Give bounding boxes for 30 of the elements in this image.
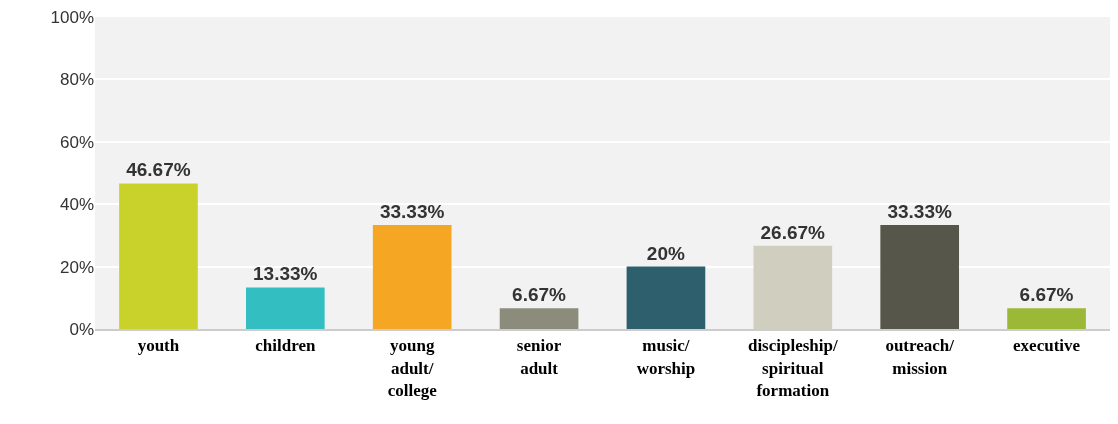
x-tick-label: children (255, 336, 316, 356)
data-label: 33.33% (887, 201, 952, 223)
bar (119, 183, 198, 329)
y-tick-label: 20% (59, 257, 94, 277)
x-tick-label: senior adult (516, 336, 562, 378)
data-label: 6.67% (512, 284, 567, 306)
data-label: 26.67% (760, 221, 826, 243)
bar (626, 266, 706, 329)
bar (1007, 308, 1086, 329)
x-tick-label: executive (1013, 336, 1081, 356)
data-label: 46.67% (126, 159, 191, 181)
x-tick-label: young adult/ college (387, 336, 438, 400)
x-tick-label: youth (137, 336, 180, 356)
x-tick-label: outreach/ mission (885, 336, 955, 378)
data-label: 33.33% (379, 201, 445, 223)
x-tick-label: discipleship/ spiritual formation (747, 336, 838, 400)
data-label: 20% (646, 242, 686, 264)
bar (753, 245, 833, 329)
bar (245, 287, 325, 329)
bar (880, 225, 960, 329)
bar (372, 225, 452, 329)
bar (499, 308, 579, 329)
x-tick-label: music/ worship (636, 336, 696, 378)
data-label: 6.67% (1019, 284, 1074, 306)
y-tick-label: 40% (59, 195, 94, 215)
y-tick-label: 80% (59, 70, 94, 90)
y-tick-label: 0% (69, 319, 94, 339)
data-label: 13.33% (253, 263, 318, 285)
y-tick-label: 60% (59, 132, 94, 152)
y-tick-label: 100% (50, 7, 94, 27)
